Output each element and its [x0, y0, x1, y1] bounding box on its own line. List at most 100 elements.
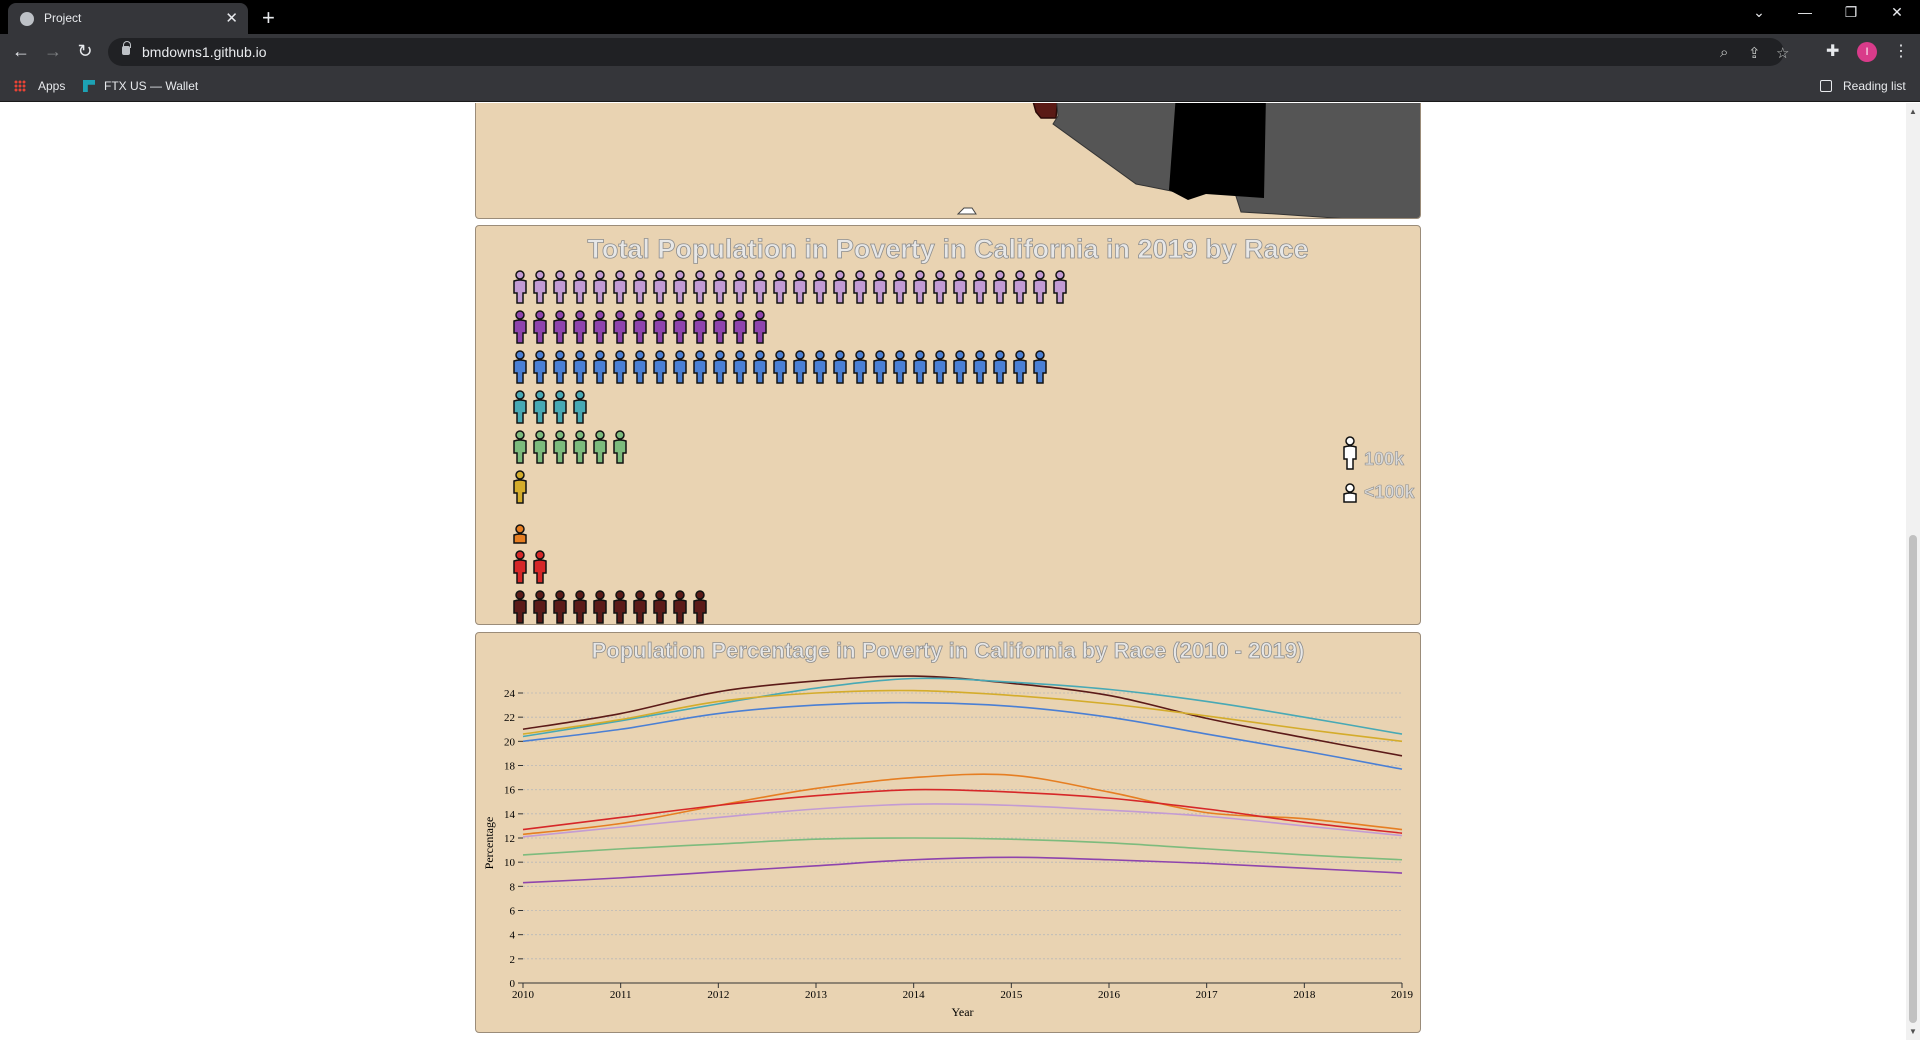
- title-bar: Project ✕ + ⌄ — ❐ ✕: [0, 0, 1920, 34]
- y-tick-label: 4: [510, 930, 516, 942]
- x-tick-label: 2018: [1293, 989, 1316, 1001]
- person-icon: [573, 270, 587, 304]
- person-icon: [513, 390, 527, 424]
- person-icon: [693, 590, 707, 624]
- person-icon: [733, 270, 747, 304]
- x-tick-label: 2015: [1000, 989, 1023, 1001]
- series-line: [522, 701, 1403, 770]
- tab-search-icon[interactable]: ⌄: [1753, 4, 1765, 20]
- person-icon: [1013, 350, 1027, 384]
- person-icon: [733, 310, 747, 344]
- back-arrow-icon[interactable]: ←: [12, 41, 30, 61]
- person-icon: [613, 310, 627, 344]
- x-tick-label: 2016: [1098, 989, 1121, 1001]
- person-icon: [873, 350, 887, 384]
- line-chart-title: Population Percentage in Poverty in Cali…: [591, 638, 1305, 664]
- person-icon: [573, 390, 587, 424]
- person-icon: [773, 270, 787, 304]
- scroll-up-arrow-icon[interactable]: ▲: [1909, 107, 1917, 116]
- person-icon: [633, 310, 647, 344]
- person-icon: [953, 270, 967, 304]
- series-line: [522, 788, 1403, 834]
- x-tick-label: 2011: [610, 989, 632, 1001]
- person-icon: [833, 270, 847, 304]
- series-line: [522, 677, 1403, 738]
- person-icon: [673, 310, 687, 344]
- reload-icon[interactable]: ↻: [77, 41, 93, 61]
- person-icon: [553, 310, 567, 344]
- person-icon: [573, 310, 587, 344]
- person-icon: [513, 470, 527, 504]
- x-tick-label: 2010: [512, 989, 535, 1001]
- legend-partial-person: <100k: [1340, 482, 1415, 503]
- share-icon[interactable]: ⇪: [1748, 45, 1761, 62]
- close-window-button[interactable]: ✕: [1891, 4, 1903, 20]
- legend-label-partial: <100k: [1364, 482, 1415, 503]
- lock-icon: [122, 41, 131, 55]
- close-tab-icon[interactable]: ✕: [225, 10, 238, 27]
- person-icon: [633, 590, 647, 624]
- series-line: [522, 856, 1403, 884]
- map-region-black[interactable]: [1169, 103, 1266, 200]
- person-icon: [753, 350, 767, 384]
- person-icon: [1053, 270, 1067, 304]
- person-icon: [653, 590, 667, 624]
- minimize-button[interactable]: —: [1798, 4, 1812, 20]
- forward-arrow-icon[interactable]: →: [44, 41, 62, 61]
- y-axis-label: Percentage: [482, 817, 496, 870]
- person-icon: [553, 350, 567, 384]
- x-tick-label: 2013: [805, 989, 828, 1001]
- x-tick-label: 2017: [1196, 989, 1219, 1001]
- restore-button[interactable]: ❐: [1844, 4, 1858, 20]
- map-county-red[interactable]: [1031, 103, 1059, 119]
- person-icon: [513, 310, 527, 344]
- partial-person-icon: [513, 524, 527, 544]
- y-tick-label: 22: [504, 712, 515, 724]
- map-panel: [475, 103, 1421, 219]
- person-icon: [933, 270, 947, 304]
- y-tick-label: 12: [504, 833, 515, 845]
- series-line: [522, 689, 1403, 743]
- x-tick-label: 2012: [707, 989, 729, 1001]
- person-icon: [533, 270, 547, 304]
- page-viewport: Total Population in Poverty in Californi…: [0, 103, 1906, 1040]
- zoom-icon[interactable]: ⌕: [1720, 44, 1729, 61]
- person-icon: [893, 270, 907, 304]
- person-icon: [693, 350, 707, 384]
- person-icon: [673, 350, 687, 384]
- pictograph-panel: Total Population in Poverty in Californi…: [475, 225, 1421, 625]
- menu-kebab-icon[interactable]: ⋮: [1893, 43, 1909, 60]
- y-tick-label: 20: [504, 736, 516, 748]
- person-icon: [633, 270, 647, 304]
- person-icon: [553, 270, 567, 304]
- person-icon: [573, 430, 587, 464]
- address-bar[interactable]: bmdowns1.github.io ⌕ ⇪ ☆: [108, 38, 1789, 66]
- bookmark-apps[interactable]: Apps: [38, 79, 66, 93]
- legend-full-person: 100k: [1340, 436, 1404, 470]
- new-tab-button[interactable]: +: [262, 5, 275, 30]
- bookmark-star-icon[interactable]: ☆: [1776, 45, 1790, 62]
- profile-avatar[interactable]: I: [1857, 42, 1877, 62]
- browser-tab[interactable]: Project ✕: [8, 3, 248, 34]
- vertical-scrollbar[interactable]: ▲ ▼: [1906, 103, 1920, 1040]
- ftx-logo-icon: [83, 80, 95, 92]
- scroll-down-arrow-icon[interactable]: ▼: [1909, 1027, 1917, 1036]
- x-axis-label: Year: [951, 1005, 973, 1019]
- scroll-thumb[interactable]: [1909, 535, 1917, 1023]
- pictograph-row: [510, 390, 590, 426]
- pictograph-row: [510, 350, 1050, 386]
- person-icon: [513, 590, 527, 624]
- extensions-puzzle-icon[interactable]: ✚: [1826, 43, 1840, 60]
- person-icon: [913, 270, 927, 304]
- pictograph-title: Total Population in Poverty in Californi…: [587, 234, 1309, 265]
- person-icon: [893, 350, 907, 384]
- person-icon: [693, 310, 707, 344]
- person-icon: [533, 590, 547, 624]
- bookmark-ftx-wallet[interactable]: FTX US — Wallet: [104, 79, 199, 93]
- person-icon: [873, 270, 887, 304]
- series-line: [522, 837, 1403, 861]
- apps-grid-icon: [14, 80, 26, 92]
- tab-title: Project: [44, 11, 82, 25]
- reading-list-button[interactable]: Reading list: [1843, 79, 1906, 93]
- person-icon: [593, 430, 607, 464]
